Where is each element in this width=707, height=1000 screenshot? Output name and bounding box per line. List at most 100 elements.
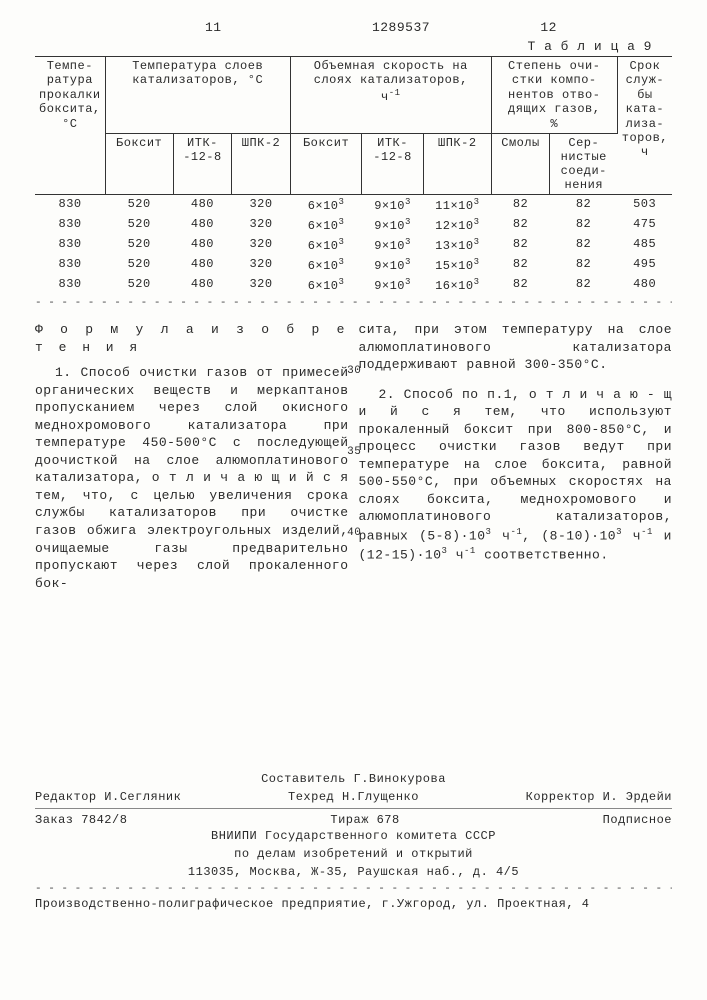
table-cell: 830 — [35, 215, 105, 235]
compiler-line: Составитель Г.Винокурова — [35, 772, 672, 786]
table-cell: 11×103 — [423, 194, 491, 215]
org-line-2: по делам изобретений и открытий — [35, 847, 672, 861]
table-cell: 82 — [550, 255, 617, 275]
corrector: Корректор И. Эрдейи — [526, 790, 672, 804]
table-cell: 320 — [232, 194, 291, 215]
table-caption: Т а б л и ц а 9 — [35, 39, 652, 54]
table-cell: 82 — [550, 275, 617, 295]
table-cell: 503 — [617, 194, 672, 215]
table-cell: 15×103 — [423, 255, 491, 275]
addr-line: 113035, Москва, Ж-35, Раушская наб., д. … — [35, 865, 672, 879]
table-cell: 520 — [105, 235, 173, 255]
sub-resins: Смолы — [491, 133, 550, 194]
table-cell: 520 — [105, 275, 173, 295]
formula-heading: Ф о р м у л а и з о б р е т е н и я — [35, 321, 349, 356]
col-purif-degree: Степень очи-стки компо-нентов отво-дящих… — [491, 57, 617, 134]
table-cell: 520 — [105, 194, 173, 215]
col-space-velocity: Объемная скорость наслоях катализаторов,… — [290, 57, 491, 134]
col-service-life: Срокслуж-быката-лиза-торов,ч — [617, 57, 672, 195]
table-cell: 82 — [550, 235, 617, 255]
table-cell: 830 — [35, 194, 105, 215]
table-cell: 9×103 — [362, 194, 424, 215]
table-row: 8305204803206×1039×10312×1038282475 — [35, 215, 672, 235]
table-cell: 495 — [617, 255, 672, 275]
footer-dash-rule: - - - - - - - - - - - - - - - - - - - - … — [35, 883, 672, 895]
table-cell: 82 — [550, 194, 617, 215]
table-cell: 320 — [232, 215, 291, 235]
table-row: 8305204803206×1039×10316×1038282480 — [35, 275, 672, 295]
table-cell: 6×103 — [290, 275, 362, 295]
table-cell: 320 — [232, 235, 291, 255]
left-column: Ф о р м у л а и з о б р е т е н и я 1. С… — [35, 321, 349, 592]
print-line: Производственно-полиграфическое предприя… — [35, 897, 672, 911]
sub-itk-2: ИТК--12-8 — [362, 133, 424, 194]
table-cell: 830 — [35, 275, 105, 295]
line-num-30: 30 — [347, 365, 361, 377]
table-header-row-1: Темпе-ратурапрокалкибоксита,°С Температу… — [35, 57, 672, 134]
techred: Техред Н.Глущенко — [288, 790, 419, 804]
table-bottom-rule: - - - - - - - - - - - - - - - - - - - - … — [35, 297, 672, 309]
table-cell: 9×103 — [362, 215, 424, 235]
table-cell: 6×103 — [290, 235, 362, 255]
tirage: Тираж 678 — [330, 813, 399, 827]
document-number: 1289537 — [372, 20, 430, 35]
page-num-left: 11 — [205, 20, 222, 35]
sub-itk-1: ИТК--12-8 — [173, 133, 232, 194]
claim-2: 2. Способ по п.1, о т л и ч а ю - щ и й … — [359, 386, 673, 564]
page-header: 11 1289537 12 — [35, 20, 672, 35]
table-cell: 82 — [491, 215, 550, 235]
table-cell: 13×103 — [423, 235, 491, 255]
table-cell: 6×103 — [290, 194, 362, 215]
page-num-right: 12 — [540, 20, 557, 35]
claim-1-right: сита, при этом температуру на слое алюмо… — [359, 321, 673, 374]
table-cell: 82 — [491, 255, 550, 275]
table-row: 8305204803206×1039×10311×1038282503 — [35, 194, 672, 215]
right-column: сита, при этом температуру на слое алюмо… — [359, 321, 673, 592]
table-cell: 6×103 — [290, 255, 362, 275]
table-cell: 9×103 — [362, 255, 424, 275]
table-cell: 9×103 — [362, 235, 424, 255]
sub-bauxite-1: Боксит — [105, 133, 173, 194]
table-cell: 520 — [105, 215, 173, 235]
sub-bauxite-2: Боксит — [290, 133, 362, 194]
claim-1-left: 1. Способ очистки газов от примесей орга… — [35, 364, 349, 592]
table-cell: 480 — [173, 275, 232, 295]
table-cell: 830 — [35, 235, 105, 255]
table-row: 8305204803206×1039×10315×1038282495 — [35, 255, 672, 275]
table-cell: 830 — [35, 255, 105, 275]
line-num-35: 35 — [347, 446, 361, 458]
table-cell: 320 — [232, 255, 291, 275]
table-cell: 16×103 — [423, 275, 491, 295]
sub-sulfur: Сер-нистыесоеди-нения — [550, 133, 617, 194]
table-cell: 82 — [491, 275, 550, 295]
table-cell: 82 — [491, 235, 550, 255]
table-cell: 480 — [173, 215, 232, 235]
footer-rule-1 — [35, 808, 672, 809]
line-num-40: 40 — [347, 527, 361, 539]
table-cell: 82 — [550, 215, 617, 235]
table-cell: 480 — [173, 194, 232, 215]
table-cell: 82 — [491, 194, 550, 215]
data-table: Темпе-ратурапрокалкибоксита,°С Температу… — [35, 56, 672, 295]
editor: Редактор И.Сегляник — [35, 790, 181, 804]
col-layer-temps: Температура слоевкатализаторов, °С — [105, 57, 290, 134]
table-body: 8305204803206×1039×10311×103828250383052… — [35, 194, 672, 295]
table-row: 8305204803206×1039×10313×1038282485 — [35, 235, 672, 255]
sub-shpk-2: ШПК-2 — [423, 133, 491, 194]
table-cell: 480 — [617, 275, 672, 295]
table-header-row-2: Боксит ИТК--12-8 ШПК-2 Боксит ИТК--12-8 … — [35, 133, 672, 194]
org-line-1: ВНИИПИ Государственного комитета СССР — [35, 829, 672, 843]
table-cell: 485 — [617, 235, 672, 255]
table-cell: 12×103 — [423, 215, 491, 235]
table-cell: 9×103 — [362, 275, 424, 295]
editor-row: Редактор И.Сегляник Техред Н.Глущенко Ко… — [35, 790, 672, 804]
order-row: Заказ 7842/8 Тираж 678 Подписное — [35, 813, 672, 827]
order-num: Заказ 7842/8 — [35, 813, 127, 827]
claims-section: 30 35 40 Ф о р м у л а и з о б р е т е н… — [35, 321, 672, 592]
table-cell: 480 — [173, 235, 232, 255]
footer: Составитель Г.Винокурова Редактор И.Сегл… — [35, 772, 672, 911]
sub-shpk-1: ШПК-2 — [232, 133, 291, 194]
table-cell: 480 — [173, 255, 232, 275]
table-cell: 320 — [232, 275, 291, 295]
table-cell: 520 — [105, 255, 173, 275]
